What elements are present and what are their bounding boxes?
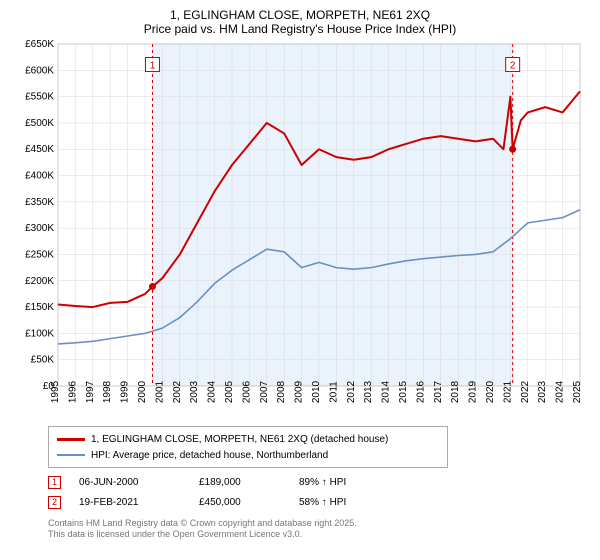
legend-label: HPI: Average price, detached house, Nort…: [91, 450, 328, 461]
svg-text:£300K: £300K: [25, 223, 54, 234]
svg-text:2009: 2009: [294, 380, 305, 403]
svg-text:2012: 2012: [346, 380, 357, 403]
svg-text:2018: 2018: [450, 380, 461, 403]
event-row: 2 19-FEB-2021 £450,000 58% ↑ HPI: [48, 492, 590, 512]
svg-text:2014: 2014: [381, 380, 392, 403]
svg-text:2007: 2007: [259, 380, 270, 403]
svg-text:£350K: £350K: [25, 197, 54, 208]
svg-text:2024: 2024: [555, 380, 566, 403]
svg-text:2004: 2004: [207, 380, 218, 403]
event-pct: 89% ↑ HPI: [299, 477, 399, 488]
legend-box: 1, EGLINGHAM CLOSE, MORPETH, NE61 2XQ (d…: [48, 426, 448, 468]
svg-text:£150K: £150K: [25, 302, 54, 313]
svg-text:£200K: £200K: [25, 276, 54, 287]
svg-text:2025: 2025: [572, 380, 583, 403]
event-number: 2: [52, 497, 57, 507]
svg-text:1997: 1997: [85, 380, 96, 403]
line-chart: £0£50K£100K£150K£200K£250K£300K£350K£400…: [10, 40, 585, 420]
chart-area: £0£50K£100K£150K£200K£250K£300K£350K£400…: [10, 40, 585, 420]
svg-text:2023: 2023: [537, 380, 548, 403]
svg-text:2002: 2002: [172, 380, 183, 403]
title-subtitle: Price paid vs. HM Land Registry's House …: [10, 22, 590, 36]
event-row: 1 06-JUN-2000 £189,000 89% ↑ HPI: [48, 472, 590, 492]
svg-text:£400K: £400K: [25, 171, 54, 182]
footer-line: Contains HM Land Registry data © Crown c…: [48, 518, 590, 529]
legend-row: 1, EGLINGHAM CLOSE, MORPETH, NE61 2XQ (d…: [57, 431, 439, 447]
legend-swatch: [57, 438, 85, 441]
svg-text:2011: 2011: [328, 381, 339, 403]
event-date: 19-FEB-2021: [79, 497, 199, 508]
footer-line: This data is licensed under the Open Gov…: [48, 529, 590, 540]
svg-text:2020: 2020: [485, 380, 496, 403]
svg-text:2008: 2008: [276, 380, 287, 403]
event-price: £450,000: [199, 497, 299, 508]
event-marker: 2: [48, 496, 61, 509]
svg-text:£650K: £650K: [25, 40, 54, 50]
svg-text:£500K: £500K: [25, 118, 54, 129]
svg-text:1: 1: [150, 61, 156, 72]
svg-text:2013: 2013: [363, 380, 374, 403]
event-date: 06-JUN-2000: [79, 477, 199, 488]
event-price: £189,000: [199, 477, 299, 488]
event-pct: 58% ↑ HPI: [299, 497, 399, 508]
svg-text:2022: 2022: [520, 380, 531, 403]
svg-text:2005: 2005: [224, 380, 235, 403]
chart-container: 1, EGLINGHAM CLOSE, MORPETH, NE61 2XQ Pr…: [0, 0, 600, 560]
svg-text:2019: 2019: [468, 380, 479, 403]
svg-text:2003: 2003: [189, 380, 200, 403]
svg-text:1996: 1996: [67, 380, 78, 403]
svg-text:£550K: £550K: [25, 92, 54, 103]
svg-text:2015: 2015: [398, 380, 409, 403]
svg-text:£450K: £450K: [25, 144, 54, 155]
event-number: 1: [52, 477, 57, 487]
svg-text:1995: 1995: [50, 380, 61, 403]
svg-text:2001: 2001: [154, 380, 165, 403]
title-block: 1, EGLINGHAM CLOSE, MORPETH, NE61 2XQ Pr…: [10, 8, 590, 36]
svg-text:2: 2: [510, 61, 516, 72]
legend-swatch: [57, 454, 85, 456]
svg-text:2000: 2000: [137, 380, 148, 403]
legend-row: HPI: Average price, detached house, Nort…: [57, 447, 439, 463]
svg-text:1998: 1998: [102, 380, 113, 403]
svg-text:1999: 1999: [120, 380, 131, 403]
svg-text:£50K: £50K: [31, 355, 55, 366]
svg-text:2016: 2016: [415, 380, 426, 403]
svg-text:2021: 2021: [502, 380, 513, 403]
legend-label: 1, EGLINGHAM CLOSE, MORPETH, NE61 2XQ (d…: [91, 434, 388, 445]
svg-text:2006: 2006: [241, 380, 252, 403]
footer: Contains HM Land Registry data © Crown c…: [48, 518, 590, 540]
event-marker: 1: [48, 476, 61, 489]
title-address: 1, EGLINGHAM CLOSE, MORPETH, NE61 2XQ: [10, 8, 590, 22]
svg-text:£250K: £250K: [25, 249, 54, 260]
svg-text:2017: 2017: [433, 380, 444, 403]
svg-text:2010: 2010: [311, 380, 322, 403]
svg-text:£600K: £600K: [25, 65, 54, 76]
event-rows: 1 06-JUN-2000 £189,000 89% ↑ HPI 2 19-FE…: [48, 472, 590, 512]
svg-text:£100K: £100K: [25, 328, 54, 339]
